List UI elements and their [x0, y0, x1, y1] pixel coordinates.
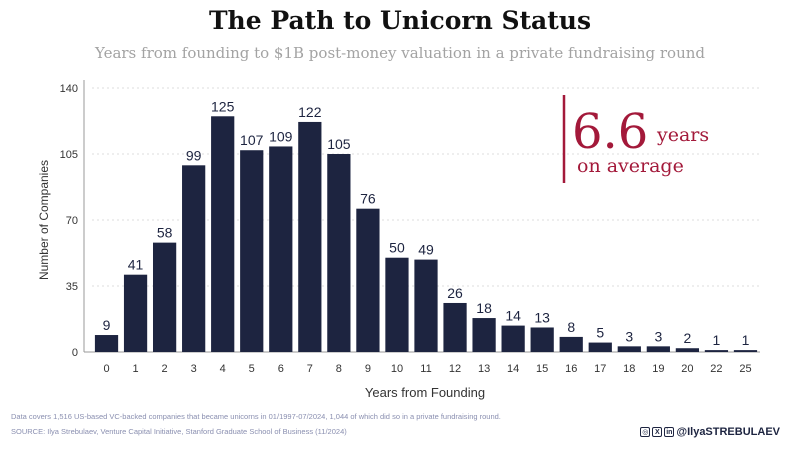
bar — [240, 150, 264, 352]
bar-value-label: 58 — [157, 225, 173, 241]
average-value: 6.6 — [572, 104, 648, 160]
bar-value-label: 9 — [103, 317, 111, 333]
x-tick-label: 3 — [191, 363, 197, 375]
x-tick-label: 4 — [220, 363, 226, 375]
x-tick-label: 14 — [507, 363, 519, 375]
y-tick-label: 105 — [60, 149, 78, 161]
chart-title: The Path to Unicorn Status — [208, 6, 592, 35]
average-caption: on average — [577, 155, 684, 177]
x-tick-label: 18 — [623, 363, 635, 375]
bar-value-label: 99 — [186, 147, 202, 163]
data-note: Data covers 1,516 US-based VC-backed com… — [11, 412, 501, 421]
x-tick-label: 12 — [449, 363, 461, 375]
y-axis-title: Number of Companies — [37, 160, 51, 280]
handle-text: @IlyaSTREBULAEV — [676, 426, 780, 438]
x-tick-label: 5 — [249, 363, 255, 375]
bar-value-label: 76 — [360, 191, 376, 207]
x-tick-label: 7 — [307, 363, 313, 375]
x-tick-label: 15 — [536, 363, 548, 375]
x-tick-label: 25 — [739, 363, 751, 375]
bar — [733, 350, 758, 352]
bar — [646, 346, 670, 352]
x-tick-label: 1 — [133, 363, 139, 375]
bar-value-label: 125 — [211, 98, 235, 114]
bar — [327, 154, 351, 352]
bar — [94, 335, 119, 352]
bar-value-label: 1 — [742, 332, 750, 348]
bar — [298, 121, 322, 352]
bar — [356, 208, 380, 352]
bar-value-label: 14 — [505, 308, 521, 324]
bar-value-label: 8 — [567, 319, 575, 335]
x-tick-label: 8 — [336, 363, 342, 375]
x-tick-label: 2 — [162, 363, 168, 375]
bar — [152, 242, 177, 352]
bar-value-label: 109 — [269, 128, 293, 144]
bar — [501, 325, 525, 352]
bar-value-label: 3 — [625, 328, 633, 344]
x-tick-label: 10 — [391, 363, 403, 375]
bar — [559, 336, 583, 352]
bar-value-label: 49 — [418, 242, 434, 258]
source-note: SOURCE: Ilya Strebulaev, Venture Capital… — [11, 427, 347, 436]
bar-value-label: 50 — [389, 240, 405, 256]
instagram-icon[interactable]: ◎ — [640, 427, 651, 437]
bar-value-label: 2 — [683, 330, 691, 346]
bar — [211, 116, 235, 353]
x-tick-label: 0 — [103, 363, 109, 375]
bar-value-label: 3 — [654, 328, 662, 344]
bar-value-label: 41 — [128, 257, 144, 273]
bar-chart: 0357010514090411582993125410751096122710… — [37, 80, 760, 400]
bar — [443, 302, 467, 352]
bar-value-label: 26 — [447, 285, 463, 301]
bar-value-label: 1 — [713, 332, 721, 348]
bar — [414, 259, 438, 352]
bar-value-label: 107 — [240, 132, 264, 148]
bar — [472, 318, 496, 352]
bar — [123, 274, 148, 352]
x-tick-label: 11 — [420, 363, 431, 375]
x-tick-label: 9 — [365, 363, 371, 375]
y-tick-label: 0 — [72, 347, 78, 359]
bar — [269, 146, 293, 352]
x-icon[interactable]: X — [652, 427, 663, 437]
social-handle[interactable]: ◎ X in @IlyaSTREBULAEV — [640, 426, 780, 438]
bar — [530, 327, 554, 352]
x-tick-label: 6 — [278, 363, 284, 375]
bar — [588, 342, 612, 352]
bar-value-label: 13 — [534, 309, 550, 325]
x-tick-label: 16 — [565, 363, 577, 375]
bar-value-label: 105 — [327, 136, 351, 152]
x-tick-label: 19 — [652, 363, 664, 375]
bar — [385, 257, 409, 352]
y-tick-label: 70 — [66, 215, 78, 227]
x-tick-label: 13 — [478, 363, 490, 375]
bar — [617, 346, 641, 352]
linkedin-icon[interactable]: in — [664, 427, 675, 437]
bar-value-label: 18 — [476, 300, 492, 316]
bar — [704, 350, 729, 352]
x-tick-label: 20 — [681, 363, 693, 375]
bar-value-label: 122 — [298, 104, 322, 120]
average-unit: years — [656, 124, 709, 146]
y-tick-label: 35 — [66, 281, 78, 293]
x-tick-label: 22 — [710, 363, 722, 375]
bar — [182, 165, 206, 352]
bar — [675, 348, 700, 352]
x-axis-title: Years from Founding — [365, 385, 485, 400]
x-tick-label: 17 — [594, 363, 606, 375]
bar-value-label: 5 — [596, 325, 604, 341]
chart-subtitle: Years from founding to $1B post-money va… — [94, 44, 706, 62]
y-tick-label: 140 — [60, 83, 78, 95]
